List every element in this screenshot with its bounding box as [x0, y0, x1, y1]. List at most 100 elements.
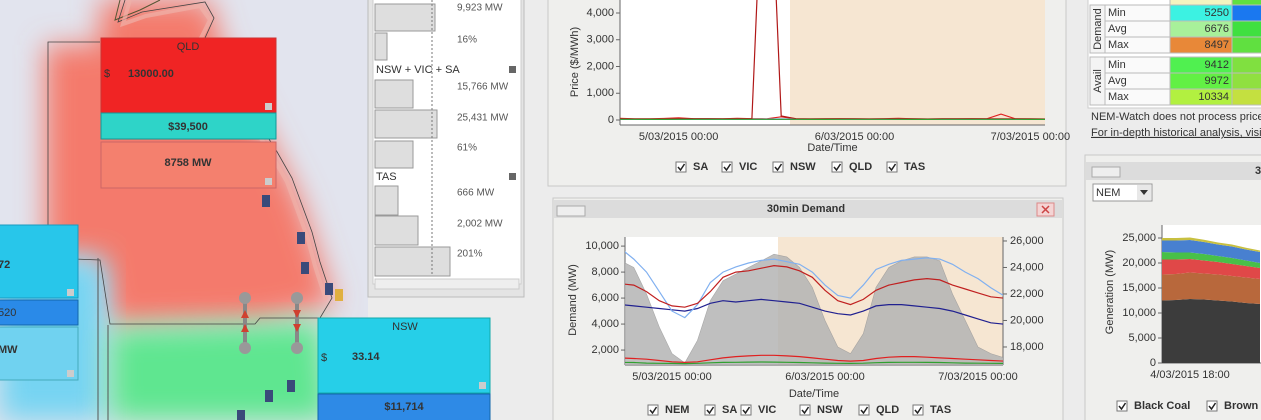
- x-tick-label: 7/03/2015 00:00: [938, 371, 1018, 383]
- legend-item[interactable]: QLD: [831, 161, 872, 173]
- side-value: 61%: [457, 143, 477, 154]
- row-label: Avg: [1108, 23, 1127, 35]
- region-cost: $39,500: [168, 121, 208, 133]
- check-mark: [723, 163, 732, 172]
- x-axis-label: Date/Time: [789, 388, 839, 400]
- check-mark: [774, 163, 783, 172]
- stacked-area: [1162, 240, 1260, 263]
- legend-item[interactable]: Black Coal: [1116, 400, 1190, 412]
- nsw-region: [110, 322, 330, 420]
- side-bars: [374, 3, 451, 277]
- generator-icon: [335, 289, 343, 301]
- section-icon: [509, 66, 516, 73]
- x-axis-label: Date/Time: [807, 142, 857, 154]
- checkbox[interactable]: [772, 161, 784, 173]
- region-price-box[interactable]: [0, 224, 79, 299]
- nsw-cost-box: [317, 393, 491, 420]
- side-value: 16%: [457, 35, 477, 46]
- line: [625, 354, 1003, 364]
- check-mark: [706, 406, 715, 415]
- side-value: 201%: [457, 249, 483, 260]
- checkbox[interactable]: [740, 404, 752, 416]
- panel-menu[interactable]: [556, 205, 586, 217]
- line: [625, 264, 1003, 308]
- panel-menu[interactable]: [1091, 166, 1121, 178]
- cell: [1169, 0, 1233, 6]
- y2-tick-label: 20,000: [1010, 314, 1044, 326]
- check-mark: [1118, 402, 1127, 411]
- checkbox[interactable]: [675, 161, 687, 173]
- check-mark: [677, 163, 686, 172]
- check-mark: [860, 406, 869, 415]
- checkbox[interactable]: [1116, 400, 1128, 412]
- legend-item[interactable]: QLD: [858, 404, 899, 416]
- legend-label: VIC: [739, 161, 757, 173]
- cell-value: 9412: [1205, 59, 1229, 71]
- legend-item[interactable]: NEM: [647, 404, 689, 416]
- panel-icons: [67, 103, 486, 389]
- cell-value: 6676: [1205, 23, 1229, 35]
- rect: [67, 289, 74, 296]
- checkbox[interactable]: [1206, 400, 1218, 412]
- check-mark: [888, 163, 897, 172]
- plot-marks: [1162, 237, 1260, 363]
- legend-label: QLD: [849, 161, 872, 173]
- qld-price-box[interactable]: [100, 37, 277, 114]
- rect: [374, 32, 388, 61]
- checkbox[interactable]: [831, 161, 843, 173]
- qld-cost-box: [100, 112, 277, 140]
- section-title: NSW + VIC + SA: [376, 64, 460, 76]
- rect: [265, 103, 272, 110]
- checkbox[interactable]: [647, 404, 659, 416]
- plot-marks: [625, 251, 1003, 365]
- legend-label: NEM: [665, 404, 689, 416]
- legend-item[interactable]: Brown: [1206, 400, 1259, 412]
- cell-value: 10334: [1198, 91, 1229, 103]
- checkbox[interactable]: [886, 161, 898, 173]
- y-tick-label: 2,000: [586, 60, 614, 72]
- x-tick-label: 6/03/2015 00:00: [815, 131, 895, 143]
- region-demand: MW: [0, 344, 18, 356]
- legend-label: QLD: [876, 404, 899, 416]
- legend-label: NSW: [817, 404, 843, 416]
- y-tick-label: 5,000: [1128, 332, 1156, 344]
- checkbox[interactable]: [721, 161, 733, 173]
- checkbox[interactable]: [858, 404, 870, 416]
- legend-item[interactable]: TAS: [912, 404, 951, 416]
- region-price: 33.14: [352, 351, 380, 363]
- scrollbar[interactable]: [374, 278, 520, 290]
- y-axis-label: Generation (MW): [1104, 250, 1116, 334]
- legend-label: TAS: [904, 161, 925, 173]
- currency: $: [321, 352, 327, 364]
- y-axis-label: Demand (MW): [567, 264, 579, 336]
- cell: [1231, 88, 1261, 106]
- x-tick-label: 5/03/2015 00:00: [639, 131, 719, 143]
- legend-item[interactable]: VIC: [740, 404, 776, 416]
- stacked-area: [1162, 259, 1260, 279]
- legend-item[interactable]: TAS: [886, 161, 925, 173]
- checkbox[interactable]: [704, 404, 716, 416]
- checkbox[interactable]: [912, 404, 924, 416]
- checkbox[interactable]: [799, 404, 811, 416]
- nsw-price-box[interactable]: [317, 317, 491, 394]
- legend-item[interactable]: SA: [675, 161, 708, 173]
- polygon: [293, 310, 301, 318]
- row-label: Avg: [1108, 75, 1127, 87]
- link[interactable]: For in-depth historical analysis, visi: [1091, 127, 1261, 139]
- rect: [374, 246, 451, 277]
- chart-title: 30min Demand: [767, 203, 845, 215]
- legend-item[interactable]: SA: [704, 404, 737, 416]
- legend-label: Brown: [1224, 400, 1259, 412]
- currency: $: [104, 68, 110, 80]
- legend-item[interactable]: VIC: [721, 161, 757, 173]
- check-mark: [801, 406, 810, 415]
- cell-value: 5250: [1205, 7, 1229, 19]
- title-bar: [554, 200, 1062, 218]
- rect: [67, 370, 74, 377]
- side-value: 25,431 MW: [457, 113, 509, 124]
- legend-item[interactable]: NSW: [772, 161, 816, 173]
- polygon: [241, 324, 249, 332]
- rect: [325, 283, 333, 295]
- y-axis-label: Price ($/MWh): [569, 27, 581, 97]
- legend-item[interactable]: NSW: [799, 404, 843, 416]
